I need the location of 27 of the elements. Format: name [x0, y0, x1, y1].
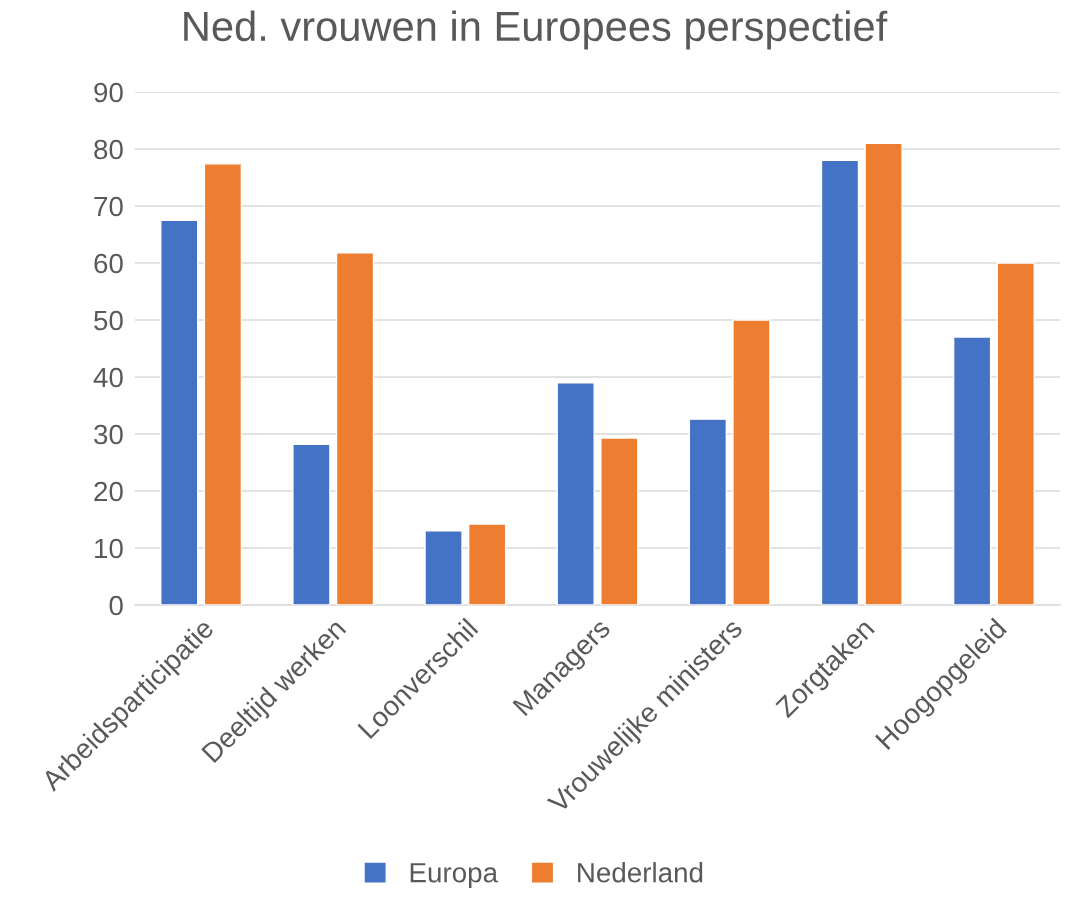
y-tick-label: 50	[94, 310, 123, 331]
bar	[820, 159, 860, 605]
bar	[467, 523, 507, 605]
bar	[600, 437, 639, 605]
y-tick-label: 30	[94, 424, 123, 445]
y-tick-label: 70	[94, 196, 123, 217]
bar	[424, 530, 463, 605]
bar	[160, 219, 199, 605]
y-tick-label: 80	[94, 139, 123, 160]
bar	[556, 382, 595, 605]
y-tick-label: 90	[94, 82, 123, 103]
bar	[864, 142, 903, 605]
legend-label: Europa	[410, 863, 499, 888]
bar	[203, 163, 243, 605]
bar	[952, 336, 992, 605]
bar	[688, 418, 728, 605]
y-tick-label: 60	[94, 253, 123, 274]
bar	[292, 443, 331, 605]
y-tick-label: 0	[109, 595, 123, 616]
y-tick-label: 40	[93, 367, 123, 388]
y-tick-label: 20	[94, 481, 123, 502]
bar	[335, 252, 375, 605]
chart-title: Ned. vrouwen in Europees perspectief	[184, 10, 888, 50]
bar	[732, 319, 771, 605]
y-tick-label: 10	[95, 538, 123, 559]
bar	[996, 262, 1035, 605]
legend-label: Nederland	[578, 862, 703, 883]
